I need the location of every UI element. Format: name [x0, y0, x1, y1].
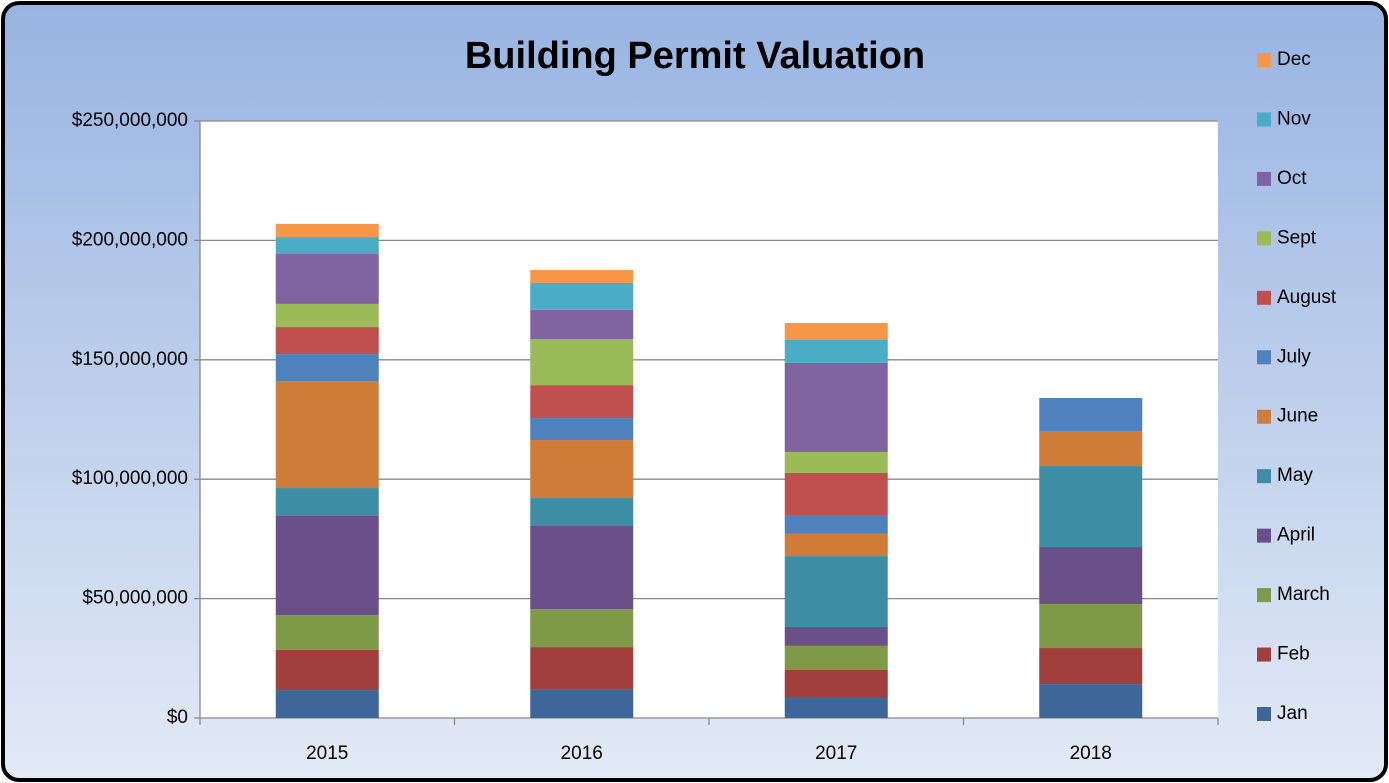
bar-segment	[784, 515, 888, 534]
bar-segment	[1039, 398, 1143, 431]
bar-segment	[530, 282, 634, 310]
y-tick-label: $0	[167, 707, 188, 728]
bar-segment	[784, 556, 888, 628]
bar-segment	[275, 649, 379, 691]
y-tick-label: $100,000,000	[72, 468, 188, 489]
legend-swatch	[1257, 171, 1271, 186]
y-tick-label: $50,000,000	[82, 588, 188, 609]
legend-swatch	[1257, 53, 1271, 67]
bar-segment	[530, 418, 634, 441]
bar-segment	[275, 354, 379, 382]
bar-segment	[784, 627, 888, 646]
x-tick-label: 2018	[1070, 743, 1112, 764]
bar-segment	[784, 339, 888, 363]
bar-segment	[275, 690, 379, 718]
bar-segment	[275, 515, 379, 616]
legend-label: Sept	[1277, 227, 1317, 248]
bar-segment	[1039, 604, 1143, 649]
bar-segment	[784, 645, 888, 671]
legend-swatch	[1257, 290, 1271, 305]
bar-segment	[530, 270, 634, 283]
x-tick-label: 2016	[561, 743, 603, 764]
y-tick-label: $250,000,000	[72, 110, 188, 131]
bar-segment	[784, 472, 888, 516]
legend-swatch	[1257, 112, 1271, 127]
legend-label: Dec	[1277, 49, 1311, 70]
legend-swatch	[1257, 707, 1271, 721]
bar-segment	[1039, 466, 1143, 548]
legend-label: July	[1277, 346, 1311, 367]
bar-segment	[530, 309, 634, 340]
legend-swatch	[1257, 588, 1271, 603]
legend-swatch	[1257, 350, 1271, 365]
bar-segment	[784, 323, 888, 340]
bar-segment	[275, 223, 379, 238]
bar-segment	[275, 254, 379, 304]
bar-segment	[275, 303, 379, 328]
bar-segment	[530, 339, 634, 386]
bar-segment	[275, 327, 379, 355]
bar-segment	[784, 670, 888, 697]
legend-label: Jan	[1277, 703, 1308, 724]
bar-segment	[1039, 648, 1143, 685]
legend-swatch	[1257, 469, 1271, 484]
bar-segment	[1039, 684, 1143, 718]
legend-swatch	[1257, 647, 1271, 662]
legend-label: April	[1277, 525, 1315, 546]
bar-segment	[530, 647, 634, 690]
legend-label: August	[1277, 287, 1337, 308]
bar-segment	[275, 237, 379, 255]
bar-segment	[530, 689, 634, 718]
bar-segment	[784, 362, 888, 452]
legend-swatch	[1257, 409, 1271, 424]
bar-segment	[275, 488, 379, 516]
bar-segment	[784, 533, 888, 557]
legend-label: Feb	[1277, 644, 1310, 665]
bar-segment	[530, 385, 634, 419]
legend-label: March	[1277, 584, 1330, 605]
legend-label: June	[1277, 406, 1318, 427]
bar-segment	[784, 451, 888, 473]
bar-segment	[1039, 547, 1143, 605]
bar-segment	[530, 440, 634, 499]
bar-segment	[530, 526, 634, 610]
chart-title: Building Permit Valuation	[465, 35, 925, 77]
bar-segment	[530, 498, 634, 527]
legend-swatch	[1257, 528, 1271, 543]
x-tick-label: 2015	[306, 743, 348, 764]
legend-swatch	[1257, 231, 1271, 246]
legend-label: May	[1277, 465, 1313, 486]
y-tick-label: $150,000,000	[72, 349, 188, 370]
bar-segment	[1039, 430, 1143, 467]
legend-label: Nov	[1277, 108, 1311, 129]
bar-segment	[784, 696, 888, 718]
y-tick-label: $200,000,000	[72, 229, 188, 250]
x-tick-label: 2017	[815, 743, 857, 764]
bar-segment	[530, 609, 634, 648]
bar-segment	[275, 381, 379, 489]
bar-segment	[275, 615, 379, 650]
legend-label: Oct	[1277, 168, 1307, 189]
